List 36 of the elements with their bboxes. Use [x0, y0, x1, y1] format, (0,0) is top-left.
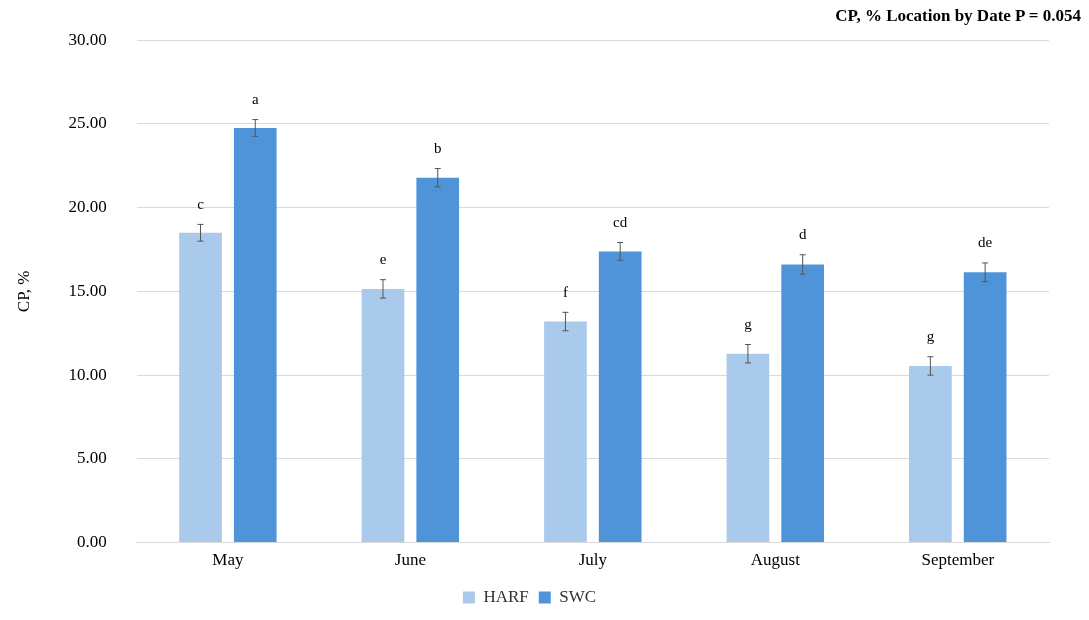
y-tick-label: 20.00 [68, 197, 107, 217]
bar [781, 264, 825, 543]
x-tick-label: May [212, 550, 244, 570]
bar [544, 321, 587, 543]
bar [909, 365, 952, 543]
y-tick-label: 30.00 [68, 29, 107, 49]
y-tick-label: 5.00 [76, 448, 107, 468]
data-label: f [562, 283, 568, 300]
y-tick-label: 0.00 [76, 532, 107, 552]
bar [598, 251, 642, 543]
legend-label: HARF [483, 586, 529, 606]
y-axis-title: CP, % [13, 270, 33, 313]
data-label: g [744, 315, 753, 332]
bar [416, 177, 460, 543]
y-tick-label: 15.00 [68, 280, 107, 300]
legend-label: SWC [559, 586, 597, 606]
bar [233, 127, 277, 543]
x-tick-label: July [578, 550, 608, 570]
chart-title: CP, % Location by Date P = 0.054 [835, 6, 1081, 26]
x-tick-label: August [750, 550, 801, 570]
data-label: c [197, 195, 205, 212]
data-label: e [379, 251, 387, 268]
y-tick-label: 10.00 [68, 364, 107, 384]
data-label: d [798, 226, 807, 243]
data-label: a [251, 91, 259, 108]
data-label: de [978, 234, 993, 251]
bar [963, 272, 1007, 543]
data-label: g [926, 328, 935, 345]
bar [726, 353, 770, 543]
y-tick-label: 25.00 [68, 113, 107, 133]
data-label: b [433, 139, 442, 156]
data-label: cd [613, 213, 628, 230]
x-tick-label: June [394, 550, 426, 570]
bar [179, 232, 222, 543]
bar [361, 288, 405, 543]
x-tick-label: September [921, 550, 995, 570]
